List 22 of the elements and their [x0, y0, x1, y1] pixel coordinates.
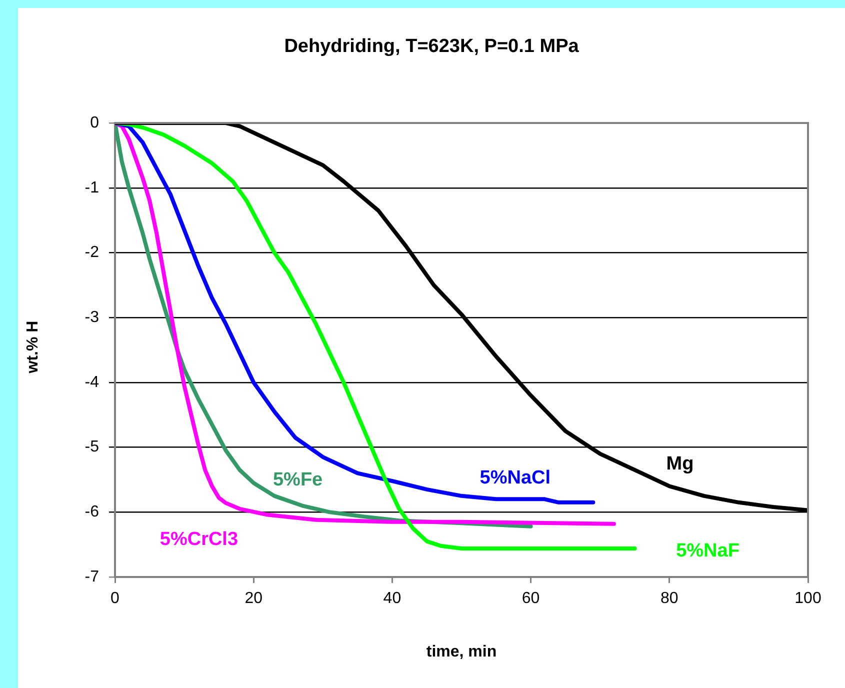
- y-tick-label: -2: [84, 244, 100, 262]
- y-tick-label: -6: [84, 504, 100, 521]
- y-tick-label: -4: [84, 374, 100, 391]
- y-tick-label: -5: [84, 438, 100, 456]
- y-axis-title: wt.% H: [24, 320, 42, 374]
- chart-title: Dehydriding, T=623K, P=0.1 MPa: [284, 36, 580, 58]
- x-tick-label: 0: [110, 590, 120, 608]
- y-tick-label: -3: [84, 308, 100, 326]
- x-tick-label: 40: [383, 590, 402, 608]
- x-tick-label: 100: [794, 590, 822, 608]
- text: 5%NaF: [676, 540, 740, 562]
- series-label: Mg: [666, 453, 694, 474]
- series-label: 5%NaCl: [480, 468, 551, 489]
- y-tick-label: -7: [84, 568, 100, 586]
- series-label: 5%Fe: [272, 470, 323, 491]
- x-tick-label: 60: [522, 590, 540, 608]
- y-tick-label: 0: [90, 114, 100, 132]
- series-label: 5%CrCl3: [160, 529, 238, 550]
- x-axis-title: time, min: [426, 643, 497, 660]
- x-tick-label: 20: [244, 590, 263, 608]
- y-tick-label: -1: [84, 179, 100, 196]
- x-tick-label: 80: [660, 590, 678, 608]
